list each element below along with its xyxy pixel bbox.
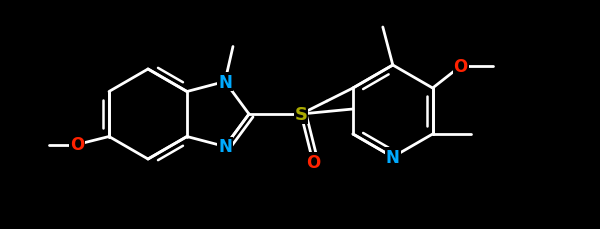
Text: O: O bbox=[70, 136, 84, 154]
Text: S: S bbox=[295, 106, 307, 123]
Text: N: N bbox=[386, 148, 400, 166]
Text: N: N bbox=[218, 138, 232, 156]
Text: O: O bbox=[454, 58, 468, 76]
Text: O: O bbox=[306, 153, 320, 171]
Text: N: N bbox=[218, 73, 232, 91]
